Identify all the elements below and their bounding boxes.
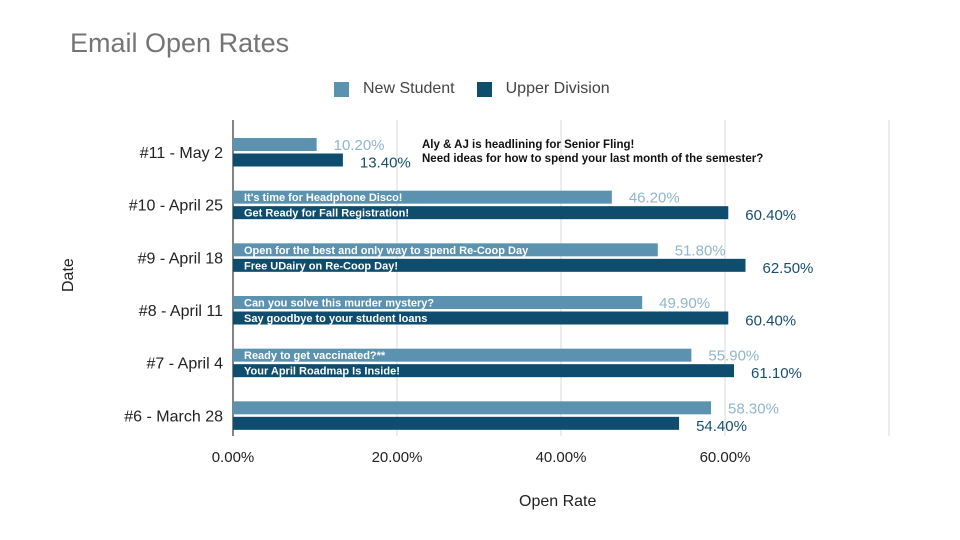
data-label-new-student: 51.80% xyxy=(675,242,726,259)
x-tick-label: 20.00% xyxy=(372,449,423,466)
legend-label-upper-division: Upper Division xyxy=(505,80,610,97)
bar-annotation-upper-division: Say goodbye to your student loans xyxy=(244,313,427,325)
data-label-upper-division: 13.40% xyxy=(360,155,411,172)
data-label-upper-division: 61.10% xyxy=(751,365,802,382)
bar-upper-division xyxy=(233,364,735,378)
data-label-new-student: 55.90% xyxy=(708,348,759,365)
data-label-upper-division: 60.40% xyxy=(745,207,796,224)
bar-new-student xyxy=(233,348,692,362)
bar-upper-division xyxy=(233,258,746,272)
legend-swatch-upper-division xyxy=(476,81,492,97)
bar-annotation-new-student: Open for the best and only way to spend … xyxy=(244,245,529,257)
data-label-new-student: 10.20% xyxy=(334,137,385,154)
callout-text: Aly & AJ is headlining for Senior Fling! xyxy=(422,139,634,151)
bar-new-student xyxy=(233,243,658,257)
bar-new-student xyxy=(233,190,612,204)
bar-new-student xyxy=(233,401,712,415)
bar-annotation-new-student: It's time for Headphone Disco! xyxy=(244,192,402,204)
bar-annotation-upper-division: Your April Roadmap Is Inside! xyxy=(244,366,400,378)
bar-upper-division xyxy=(233,206,729,220)
data-label-upper-division: 54.40% xyxy=(696,418,747,435)
bar-annotation-upper-division: Free UDairy on Re-Coop Day! xyxy=(244,260,398,272)
legend-item-upper-division: Upper Division xyxy=(476,80,610,98)
y-tick-label: #9 - April 18 xyxy=(138,250,223,267)
y-tick-label: #6 - March 28 xyxy=(124,408,223,425)
y-tick-label: #7 - April 4 xyxy=(147,356,224,373)
y-tick-label: #11 - May 2 xyxy=(140,145,223,162)
data-label-new-student: 58.30% xyxy=(728,400,779,417)
bar-annotation-new-student: Can you solve this murder mystery? xyxy=(244,298,434,310)
x-axis-label: Open Rate xyxy=(519,493,597,510)
y-tick-label: #10 - April 25 xyxy=(129,198,223,215)
bar-annotation-upper-division: Get Ready for Fall Registration! xyxy=(244,208,409,220)
callout-text: Need ideas for how to spend your last mo… xyxy=(422,153,763,165)
data-label-upper-division: 62.50% xyxy=(763,260,814,277)
chart-title: Email Open Rates xyxy=(70,28,290,58)
data-label-new-student: 46.20% xyxy=(629,190,680,207)
bar-new-student xyxy=(233,296,643,309)
y-tick-label: #8 - April 11 xyxy=(139,303,223,320)
bar-annotation-new-student: Ready to get vaccinated?** xyxy=(244,350,386,362)
bar-upper-division xyxy=(233,311,729,325)
legend-item-new-student: New Student xyxy=(334,80,455,98)
bar-new-student xyxy=(233,138,317,151)
legend-label-new-student: New Student xyxy=(363,80,455,97)
legend: New Student Upper Division xyxy=(334,80,632,98)
x-tick-label: 40.00% xyxy=(536,449,587,466)
legend-swatch-new-student xyxy=(334,81,349,97)
data-label-upper-division: 60.40% xyxy=(745,313,796,330)
bar-upper-division xyxy=(233,416,680,430)
x-tick-label: 60.00% xyxy=(700,449,751,466)
data-label-new-student: 49.90% xyxy=(659,295,710,312)
x-tick-label: 0.00% xyxy=(212,449,255,466)
bar-upper-division xyxy=(233,153,343,167)
